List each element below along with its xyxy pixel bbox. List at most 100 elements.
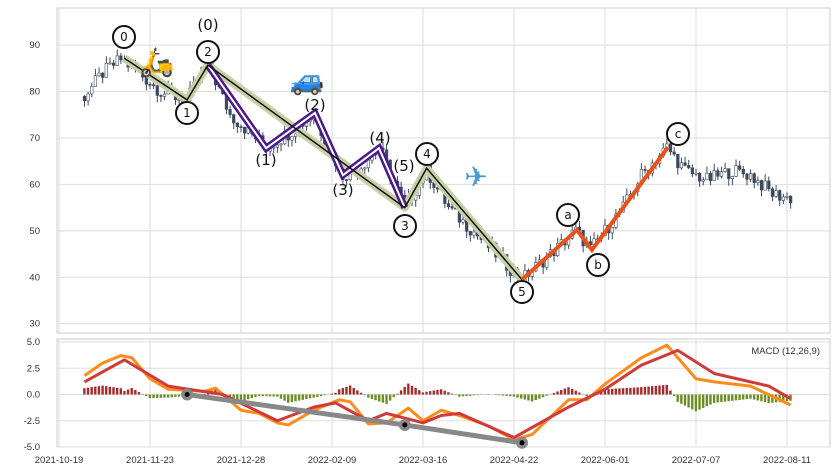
candle (690, 167, 694, 174)
candle (789, 195, 793, 204)
macd-histogram-bar (672, 394, 676, 397)
macd-histogram-bar (421, 392, 425, 395)
candle (701, 179, 705, 182)
macd-histogram-bar (399, 390, 403, 395)
macd-histogram-bar (727, 394, 730, 402)
candle (148, 83, 152, 86)
candle (152, 84, 156, 86)
macd-histogram-bar (177, 394, 181, 397)
candle (767, 180, 771, 190)
macd-histogram-bar (610, 388, 614, 395)
candle (763, 180, 767, 191)
candle (694, 172, 698, 175)
macd-histogram-bar (294, 394, 297, 402)
x-tick-label: 2021-11-23 (126, 455, 174, 466)
macd-y-tick-label: 2.5 (27, 363, 40, 374)
macd-histogram-bar (669, 390, 672, 395)
candle (730, 176, 734, 180)
macd-histogram-bar (163, 394, 166, 398)
macd-histogram-bar (519, 394, 523, 399)
macd-histogram-bar (570, 388, 574, 395)
macd-histogram-bar (283, 394, 286, 401)
macd-y-tick-label: 0.0 (27, 390, 40, 401)
y-tick-label: 70 (29, 133, 40, 144)
candle (101, 72, 105, 78)
candle (293, 133, 298, 137)
candle (734, 165, 738, 177)
macd-histogram-bar (232, 394, 235, 399)
macd-histogram-bar (352, 387, 355, 395)
macd-histogram-bar (705, 394, 709, 407)
macd-histogram-bar (563, 388, 567, 395)
candle (104, 63, 108, 78)
candle (698, 172, 702, 182)
macd-histogram-bar (745, 394, 749, 400)
macd-histogram-bar (465, 394, 468, 397)
candle (232, 114, 236, 124)
macd-histogram-bar (734, 394, 738, 401)
macd-histogram-bar (367, 394, 370, 398)
macd-histogram-bar (94, 386, 97, 395)
wave-label-4: 4 (423, 147, 431, 161)
macd-histogram-bar (603, 389, 607, 395)
macd-histogram-bar (527, 394, 530, 401)
macd-histogram-bar (432, 390, 436, 395)
wave-label-c: c (675, 127, 682, 141)
macd-histogram-bar (505, 394, 508, 396)
macd-histogram-bar (348, 385, 352, 395)
wave-label-a: a (564, 208, 571, 222)
macd-histogram-bar (450, 393, 454, 395)
wave-label-circle (112, 25, 136, 49)
candle (610, 227, 614, 234)
macd-histogram-bar (330, 393, 334, 395)
subwave-label: (2) (304, 96, 325, 114)
candle (738, 165, 742, 170)
macd-histogram-bar (345, 386, 348, 395)
wave-label-0: 0 (120, 30, 128, 44)
y-tick-label: 60 (29, 179, 40, 190)
macd-histogram-bar (661, 385, 665, 395)
macd-histogram-bar (723, 394, 727, 402)
macd-histogram-bar (760, 394, 763, 402)
macd-histogram-bar (83, 388, 86, 395)
candle (683, 162, 687, 166)
macd-histogram-bar (683, 394, 687, 406)
macd-histogram-bar (552, 392, 556, 395)
macd-histogram-bar (585, 394, 588, 397)
macd-histogram-bar (530, 394, 534, 402)
candle (461, 219, 465, 223)
primary-wave-line (123, 57, 523, 281)
macd-histogram-bar (236, 394, 239, 401)
macd-histogram-bar (439, 389, 443, 395)
macd-histogram-bar (374, 394, 377, 401)
car-icon: 🚙 (290, 65, 325, 97)
subwave-label: (5) (393, 157, 414, 175)
candle (785, 195, 789, 198)
candle (712, 170, 716, 181)
macd-histogram-bar (370, 394, 374, 399)
candle (727, 168, 731, 180)
macd-histogram-bar (782, 394, 785, 402)
macd-histogram-bar (287, 394, 290, 403)
wave-label-circle (586, 253, 610, 277)
x-tick-label: 2022-07-07 (672, 455, 721, 466)
macd-histogram-bar (257, 394, 261, 396)
macd-histogram-bar (265, 394, 268, 397)
wave-label-1: 1 (183, 106, 191, 120)
candle (705, 172, 709, 181)
x-tick-label: 2022-02-09 (308, 455, 357, 466)
macd-histogram-bar (123, 391, 126, 395)
candle (668, 143, 673, 153)
macd-histogram-bar (239, 394, 243, 402)
wave-label-circle (393, 214, 417, 238)
candle (115, 55, 119, 66)
candle (643, 169, 647, 171)
wave-label-circle (666, 122, 690, 146)
macd-histogram-bar (356, 390, 359, 395)
macd-histogram-bar (716, 394, 719, 403)
macd-histogram-bar (319, 394, 323, 397)
macd-histogram-bar (738, 394, 741, 400)
macd-histogram-bar (476, 394, 479, 396)
candle (93, 75, 97, 87)
candle (344, 179, 349, 181)
